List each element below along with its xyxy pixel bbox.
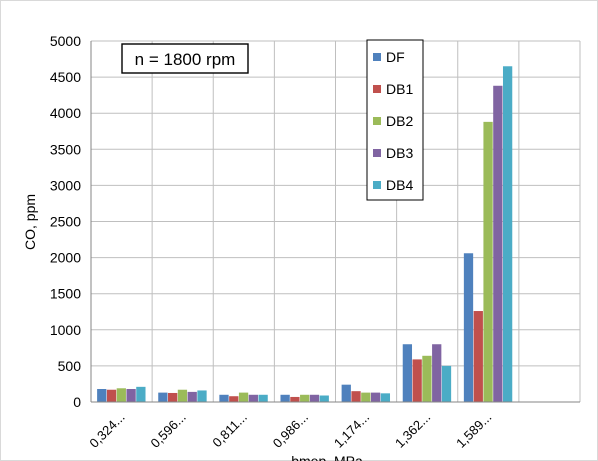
legend-swatch-db1 bbox=[373, 85, 381, 93]
bar-db3-5 bbox=[432, 344, 442, 402]
bar-db4-3 bbox=[319, 395, 329, 402]
rpm-annotation: n = 1800 rpm bbox=[135, 50, 236, 69]
bar-db1-5 bbox=[412, 359, 422, 402]
x-tick-label: 0,986... bbox=[270, 410, 311, 451]
y-tick-label: 1000 bbox=[50, 322, 81, 338]
x-tick-label: 0,596... bbox=[148, 410, 189, 451]
y-tick-label: 3000 bbox=[50, 177, 81, 193]
y-tick-label: 5000 bbox=[50, 33, 81, 49]
y-tick-label: 4500 bbox=[50, 69, 81, 85]
bar-db3-2 bbox=[248, 394, 258, 402]
bar-df-6 bbox=[463, 253, 474, 402]
legend: DF DB1 DB2 DB3 DB4 bbox=[366, 39, 424, 201]
x-tick-label: 1,589... bbox=[453, 410, 494, 451]
bar-db3-0 bbox=[126, 389, 136, 402]
bar-db1-6 bbox=[473, 311, 483, 402]
bar-df-5 bbox=[402, 344, 413, 402]
legend-label-df: DF bbox=[386, 49, 405, 65]
bar-df-2 bbox=[219, 394, 229, 402]
y-tick-label: 2000 bbox=[50, 250, 81, 266]
bar-db4-6 bbox=[502, 66, 513, 403]
x-tick-label: 0,811... bbox=[209, 410, 250, 451]
x-tick-label: 1,174... bbox=[331, 410, 372, 451]
x-tick-label: 0,324... bbox=[86, 410, 127, 451]
y-tick-label: 1500 bbox=[50, 286, 81, 302]
bar-db4-0 bbox=[136, 386, 146, 402]
y-tick-label: 0 bbox=[73, 394, 81, 410]
bar-df-4 bbox=[341, 384, 351, 402]
bar-df-0 bbox=[97, 389, 107, 402]
bar-df-3 bbox=[280, 394, 290, 402]
bar-db4-1 bbox=[197, 390, 207, 402]
bar-db2-0 bbox=[116, 388, 126, 402]
y-tick-label: 500 bbox=[58, 358, 82, 374]
bar-db1-0 bbox=[106, 389, 117, 402]
y-tick-label: 4000 bbox=[50, 105, 81, 121]
y-tick-label: 2500 bbox=[50, 214, 81, 230]
bar-db2-2 bbox=[238, 392, 249, 402]
bar-db2-6 bbox=[483, 121, 493, 402]
bar-db3-1 bbox=[187, 391, 197, 402]
legend-swatch-db2 bbox=[373, 117, 381, 125]
bar-db4-5 bbox=[441, 365, 452, 402]
legend-swatch-db4 bbox=[373, 181, 381, 189]
bar-db2-1 bbox=[177, 389, 188, 402]
y-tick-label: 3500 bbox=[50, 141, 81, 157]
bar-db3-4 bbox=[370, 392, 381, 402]
bar-db3-6 bbox=[493, 85, 503, 402]
legend-label-db4: DB4 bbox=[386, 177, 413, 193]
bar-db1-4 bbox=[351, 391, 361, 402]
legend-label-db1: DB1 bbox=[386, 81, 413, 97]
bar-db3-3 bbox=[309, 394, 320, 402]
legend-swatch-db3 bbox=[373, 149, 381, 157]
bars bbox=[97, 66, 513, 403]
legend-label-db3: DB3 bbox=[386, 145, 413, 161]
y-axis-label: CO, ppm bbox=[22, 194, 38, 250]
bar-db1-2 bbox=[229, 396, 239, 402]
bar-db2-5 bbox=[422, 355, 432, 402]
bar-db4-2 bbox=[258, 394, 268, 402]
bar-db1-3 bbox=[290, 396, 300, 402]
annotation-box: n = 1800 rpm bbox=[121, 43, 249, 74]
bar-db2-4 bbox=[361, 392, 371, 402]
legend-swatch-df bbox=[373, 53, 381, 61]
x-axis-label: bmep, MPa bbox=[291, 453, 363, 461]
bar-db2-3 bbox=[300, 394, 310, 402]
bar-df-1 bbox=[158, 392, 168, 402]
bar-db1-1 bbox=[168, 392, 178, 402]
bar-db4-4 bbox=[380, 393, 391, 402]
legend-label-db2: DB2 bbox=[386, 113, 413, 129]
x-tick-label: 1,362... bbox=[392, 410, 433, 451]
